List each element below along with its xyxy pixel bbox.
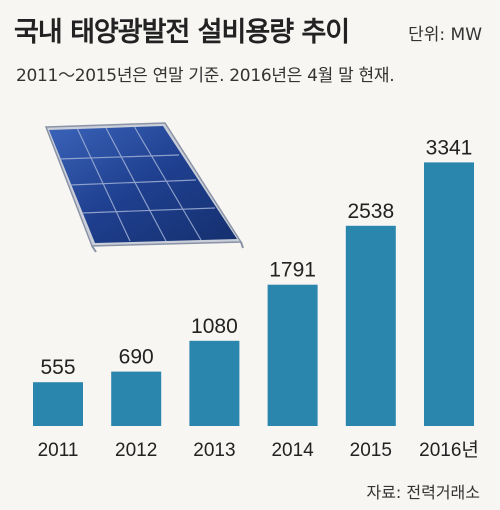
value-label-2014: 1791 — [269, 259, 316, 282]
value-label-2011: 555 — [40, 356, 75, 379]
bar-2014 — [267, 284, 318, 426]
bar-2013 — [189, 340, 240, 426]
category-label-2015: 2015 — [350, 440, 392, 461]
value-label-2013: 1080 — [191, 315, 238, 338]
solar-panel-icon — [44, 122, 244, 253]
category-label-2011: 2011 — [38, 440, 79, 461]
value-label-2012: 690 — [119, 346, 154, 369]
value-label-2015: 2538 — [347, 200, 394, 223]
category-label-2012: 2012 — [115, 440, 157, 461]
chart-title: 국내 태양광발전 설비용량 추이 — [14, 17, 350, 48]
bar-2015 — [345, 225, 396, 426]
category-label-2014: 2014 — [271, 440, 314, 461]
bars-group: 555 2011 690 2012 1080 2013 1791 2014 2538 2015 33… — [33, 136, 479, 461]
unit-label: 단위: MW — [408, 25, 482, 45]
chart-subtitle: 2011～2015년은 연말 기준. 2016년은 4월 말 현재. — [16, 66, 395, 86]
category-label-2016년: 2016년 — [419, 439, 479, 461]
source-note: 자료: 전력거래소 — [366, 483, 480, 502]
bar-2011 — [33, 382, 83, 426]
bar-2016년 — [424, 162, 474, 426]
bar-2012 — [111, 371, 162, 426]
value-label-2016년: 3341 — [426, 136, 473, 159]
category-label-2013: 2013 — [193, 440, 235, 461]
